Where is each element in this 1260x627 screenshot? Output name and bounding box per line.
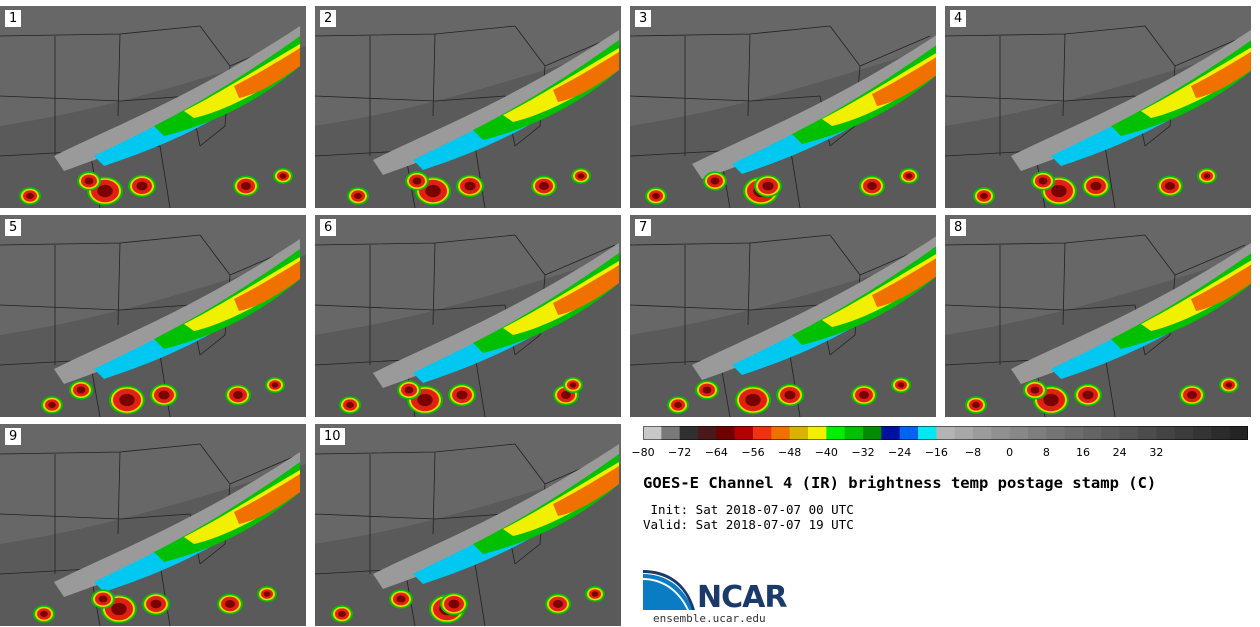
colorbar-segment [826, 426, 846, 440]
colorbar-tick: 24 [1112, 446, 1127, 459]
ensemble-member-panel: 10 [315, 424, 621, 626]
colorbar-segment [1028, 426, 1047, 440]
colorbar-segment [789, 426, 809, 440]
ensemble-member-panel: 2 [315, 6, 621, 208]
ensemble-member-panel: 4 [945, 6, 1251, 208]
colorbar-segment [643, 426, 662, 440]
panel-number-label: 4 [950, 10, 967, 27]
website-url: ensemble.ucar.edu [653, 612, 766, 625]
satellite-ir-map [945, 215, 1251, 417]
colorbar-segment [918, 426, 937, 440]
colorbar-tick: −72 [668, 446, 692, 459]
colorbar-tick: −64 [704, 446, 728, 459]
satellite-ir-map [0, 215, 306, 417]
colorbar-segment [1174, 426, 1194, 440]
satellite-ir-map [0, 6, 306, 208]
satellite-ir-map [315, 215, 621, 417]
colorbar-segment [1064, 426, 1084, 440]
colorbar-segment [1156, 426, 1176, 440]
colorbar-segment [973, 426, 992, 440]
colorbar-segment [771, 426, 791, 440]
colorbar-segment [753, 426, 772, 440]
figure-title: GOES-E Channel 4 (IR) brightness temp po… [643, 474, 1157, 492]
satellite-ir-map [315, 6, 621, 208]
colorbar-segment [679, 426, 699, 440]
colorbar-segment [1009, 426, 1029, 440]
colorbar-segment [698, 426, 717, 440]
colorbar-segment [661, 426, 681, 440]
colorbar-tick: −48 [778, 446, 802, 459]
ensemble-member-panel: 6 [315, 215, 621, 417]
colorbar-segment [808, 426, 827, 440]
satellite-ir-map [630, 215, 936, 417]
ensemble-member-panel: 3 [630, 6, 936, 208]
ncar-logo-icon [643, 570, 695, 610]
colorbar-tick: 8 [1042, 446, 1050, 459]
colorbar-segment [734, 426, 754, 440]
panel-number-label: 9 [5, 428, 22, 445]
colorbar-tick: −24 [888, 446, 912, 459]
panel-number-label: 6 [320, 219, 337, 236]
colorbar-tick: −40 [814, 446, 838, 459]
colorbar-segment [954, 426, 974, 440]
panel-number-label: 1 [5, 10, 22, 27]
ensemble-member-panel: 5 [0, 215, 306, 417]
panel-number-label: 7 [635, 219, 652, 236]
colorbar-segment [1193, 426, 1212, 440]
colorbar-segment [881, 426, 901, 440]
colorbar-segment [1101, 426, 1121, 440]
colorbar-tick: −80 [631, 446, 655, 459]
temperature-colorbar [643, 426, 1248, 440]
colorbar-segment [1119, 426, 1139, 440]
colorbar-tick: 0 [1006, 446, 1014, 459]
colorbar-tick: −16 [924, 446, 948, 459]
ensemble-member-panel: 1 [0, 6, 306, 208]
colorbar-tick: −32 [851, 446, 875, 459]
colorbar-segment [1083, 426, 1102, 440]
colorbar-segment [844, 426, 864, 440]
panel-number-label: 10 [320, 428, 345, 445]
colorbar-tick: 16 [1076, 446, 1090, 459]
colorbar-segment [1138, 426, 1157, 440]
valid-time: Valid: Sat 2018-07-07 19 UTC [643, 517, 854, 532]
panel-number-label: 8 [950, 219, 967, 236]
ensemble-member-panel: 8 [945, 215, 1251, 417]
satellite-ir-map [0, 424, 306, 626]
colorbar-segment [716, 426, 736, 440]
ensemble-member-panel: 9 [0, 424, 306, 626]
satellite-ir-map [945, 6, 1251, 208]
ncar-logo-text: NCAR [697, 580, 787, 615]
ensemble-member-panel: 7 [630, 215, 936, 417]
colorbar-tick: −8 [964, 446, 982, 459]
colorbar-segment [1229, 426, 1248, 440]
satellite-ir-map [315, 424, 621, 626]
init-time: Init: Sat 2018-07-07 00 UTC [643, 502, 854, 517]
panel-number-label: 5 [5, 219, 22, 236]
colorbar-segment [1211, 426, 1231, 440]
panel-number-label: 3 [635, 10, 652, 27]
satellite-ir-map [630, 6, 936, 208]
colorbar-tick: 32 [1149, 446, 1164, 459]
colorbar-tick: −56 [741, 446, 765, 459]
colorbar-segment [1046, 426, 1066, 440]
colorbar-segment [863, 426, 882, 440]
panel-number-label: 2 [320, 10, 337, 27]
colorbar-segment [991, 426, 1011, 440]
colorbar-segment [936, 426, 956, 440]
colorbar-segment [899, 426, 919, 440]
